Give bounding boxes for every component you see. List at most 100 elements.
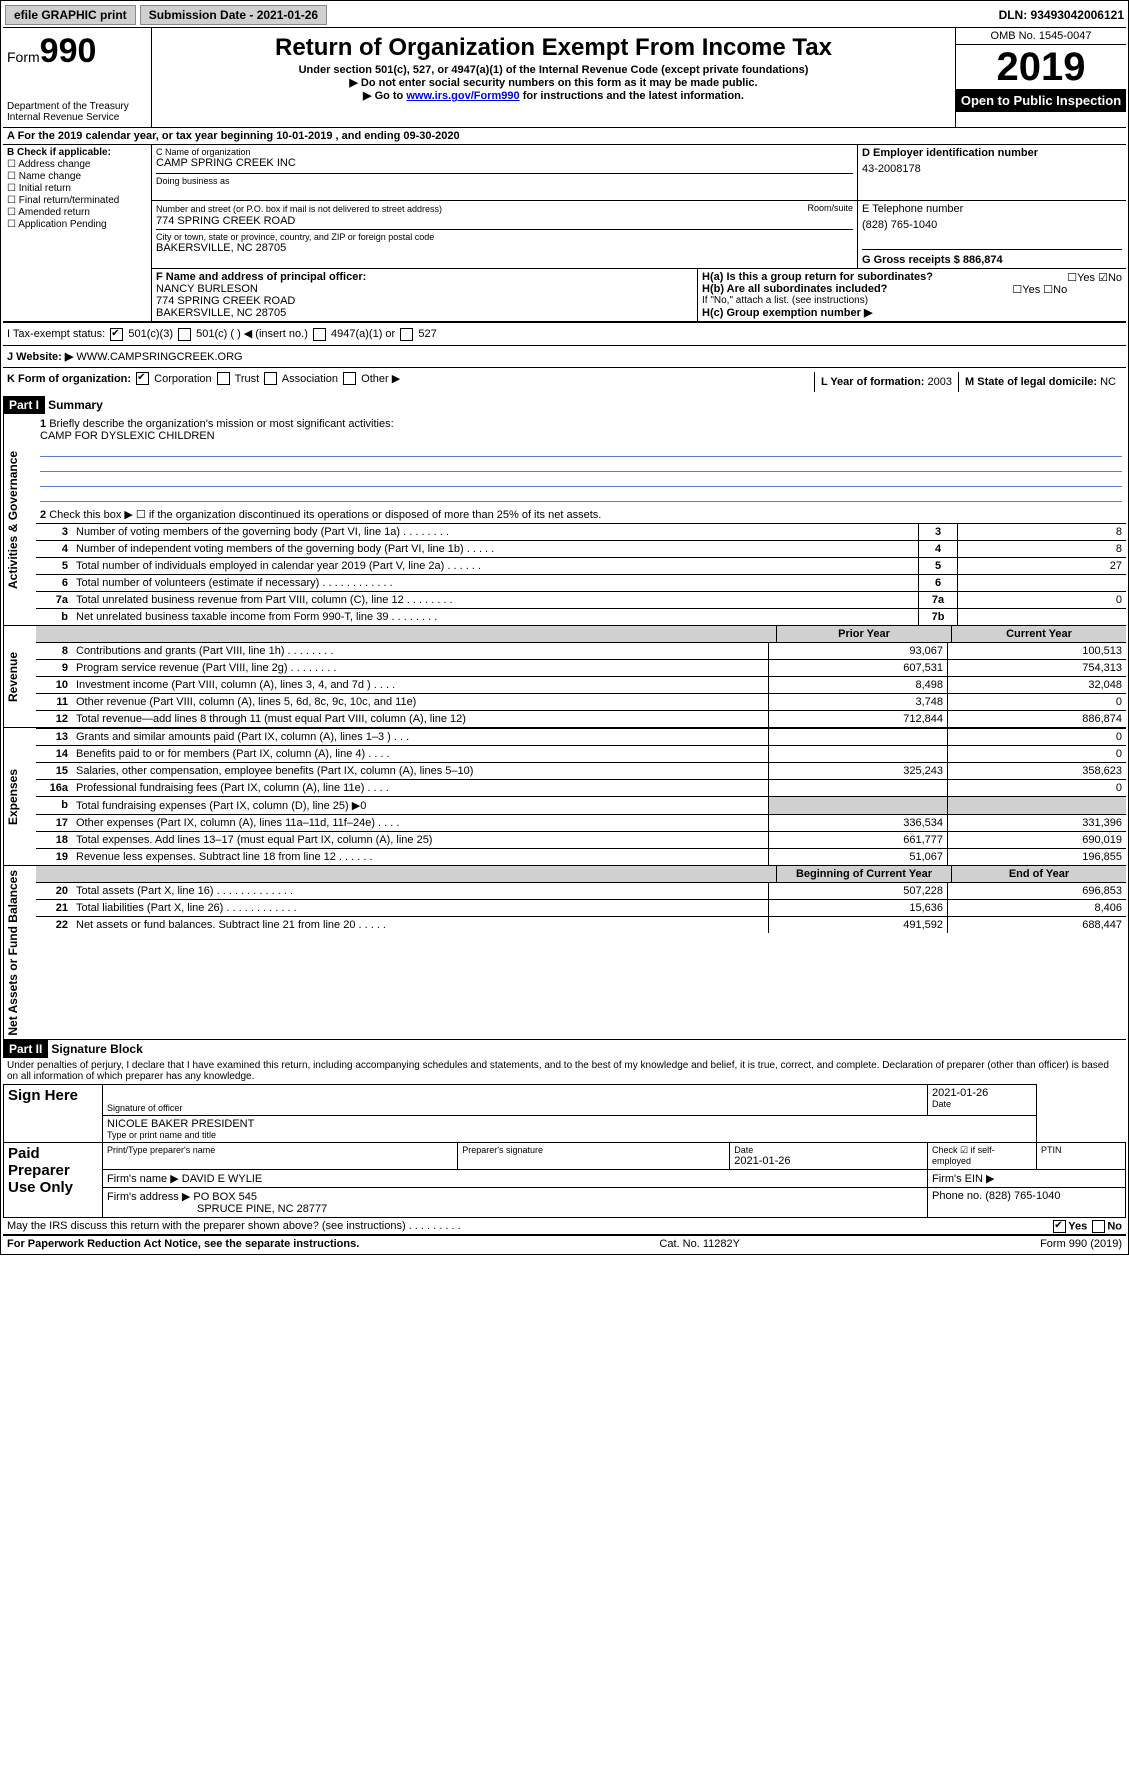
firm-phone: (828) 765-1040 — [985, 1190, 1060, 1202]
sig-officer-label: Signature of officer — [107, 1103, 923, 1113]
subtitle-1: Under section 501(c), 527, or 4947(a)(1)… — [160, 64, 947, 76]
footer-left: For Paperwork Reduction Act Notice, see … — [7, 1238, 359, 1250]
k-row: K Form of organization: Corporation Trus… — [3, 367, 1126, 396]
header-left: Form990 Department of the Treasury Inter… — [3, 28, 152, 127]
chk-501c3[interactable] — [110, 328, 123, 341]
chk-501c[interactable] — [178, 328, 191, 341]
ein: 43-2008178 — [862, 163, 1122, 175]
website-url: WWW.CAMPSRINGCREEK.ORG — [76, 351, 242, 363]
g-label: G Gross receipts $ 886,874 — [862, 254, 1003, 266]
side-expenses: Expenses — [3, 728, 36, 865]
irs-label: Internal Revenue Service — [7, 112, 147, 123]
chk-other[interactable] — [343, 372, 356, 385]
street-address: 774 SPRING CREEK ROAD — [156, 215, 853, 227]
part1-tag: Part I — [3, 396, 45, 414]
data-line: bTotal fundraising expenses (Part IX, co… — [36, 796, 1126, 814]
revenue-section: Revenue Prior Year Current Year 8Contrib… — [3, 625, 1126, 727]
discuss-no[interactable] — [1092, 1220, 1105, 1233]
column-cd: C Name of organization CAMP SPRING CREEK… — [152, 145, 1126, 321]
submission-date: Submission Date - 2021-01-26 — [140, 5, 327, 25]
part1-title: Summary — [48, 398, 103, 412]
rev-header: Prior Year Current Year — [36, 626, 1126, 642]
firm-addr-1: PO BOX 545 — [193, 1191, 257, 1203]
type-name-label: Type or print name and title — [107, 1130, 1032, 1140]
instructions-link[interactable]: www.irs.gov/Form990 — [406, 90, 519, 102]
firm-addr-label: Firm's address ▶ — [107, 1191, 190, 1203]
form-number: 990 — [40, 32, 97, 70]
data-line: 12Total revenue—add lines 8 through 11 (… — [36, 710, 1126, 727]
firm-name-label: Firm's name ▶ — [107, 1173, 179, 1185]
data-line: 17Other expenses (Part IX, column (A), l… — [36, 814, 1126, 831]
sign-here-label: Sign Here — [4, 1085, 103, 1143]
dba-label: Doing business as — [156, 176, 853, 186]
j-label: J Website: ▶ — [7, 351, 73, 363]
data-line: 10Investment income (Part VIII, column (… — [36, 676, 1126, 693]
dln: DLN: 93493042006121 — [999, 8, 1124, 22]
header-center: Return of Organization Exempt From Incom… — [152, 28, 955, 127]
part1-header: Part I Summary — [3, 396, 1126, 414]
chk-527[interactable] — [400, 328, 413, 341]
footer: For Paperwork Reduction Act Notice, see … — [3, 1236, 1126, 1252]
chk-corporation[interactable] — [136, 372, 149, 385]
entity-block: B Check if applicable: ☐ Address change … — [3, 144, 1126, 322]
data-line: 14Benefits paid to or for members (Part … — [36, 745, 1126, 762]
summary-line: 7aTotal unrelated business revenue from … — [36, 591, 1126, 608]
officer-city: BAKERSVILLE, NC 28705 — [156, 307, 693, 319]
l-box: L Year of formation: 2003 — [814, 372, 958, 392]
data-line: 15Salaries, other compensation, employee… — [36, 762, 1126, 779]
q1-num: 1 — [40, 418, 46, 430]
col-b-title: B Check if applicable: — [7, 147, 111, 158]
data-line: 16aProfessional fundraising fees (Part I… — [36, 779, 1126, 796]
phone: (828) 765-1040 — [862, 219, 1122, 231]
chk-4947[interactable] — [313, 328, 326, 341]
addr-label: Number and street (or P.O. box if mail i… — [156, 204, 442, 214]
mission-text: CAMP FOR DYSLEXIC CHILDREN — [40, 430, 1122, 442]
chk-final-return[interactable]: ☐ Final return/terminated — [7, 195, 147, 206]
data-line: 21Total liabilities (Part X, line 26) . … — [36, 899, 1126, 916]
current-year-header: Current Year — [951, 626, 1126, 642]
chk-name-change[interactable]: ☐ Name change — [7, 171, 147, 182]
firm-name: DAVID E WYLIE — [182, 1173, 262, 1185]
q2-text: Check this box ▶ ☐ if the organization d… — [49, 509, 601, 521]
part2-header: Part II Signature Block — [3, 1039, 1126, 1058]
end-year-header: End of Year — [951, 866, 1126, 882]
chk-trust[interactable] — [217, 372, 230, 385]
self-emp-label: Check ☑ if self-employed — [932, 1145, 1032, 1166]
side-revenue: Revenue — [3, 626, 36, 727]
net-header: Beginning of Current Year End of Year — [36, 866, 1126, 882]
ha-label: H(a) Is this a group return for subordin… — [702, 271, 933, 283]
officer-name: NANCY BURLESON — [156, 283, 693, 295]
tax-year: 2019 — [956, 45, 1126, 89]
data-line: 13Grants and similar amounts paid (Part … — [36, 728, 1126, 745]
chk-application-pending[interactable]: ☐ Application Pending — [7, 219, 147, 230]
summary-line: 3Number of voting members of the governi… — [36, 523, 1126, 540]
header-right: OMB No. 1545-0047 2019 Open to Public In… — [955, 28, 1126, 127]
form-header: Form990 Department of the Treasury Inter… — [3, 28, 1126, 128]
officer-addr: 774 SPRING CREEK ROAD — [156, 295, 693, 307]
website-row: J Website: ▶ WWW.CAMPSRINGCREEK.ORG — [3, 345, 1126, 367]
omb-number: OMB No. 1545-0047 — [956, 28, 1126, 45]
chk-association[interactable] — [264, 372, 277, 385]
discuss-yes[interactable] — [1053, 1220, 1066, 1233]
summary-line: bNet unrelated business taxable income f… — [36, 608, 1126, 625]
officer-name-title: NICOLE BAKER PRESIDENT — [107, 1118, 1032, 1130]
side-net: Net Assets or Fund Balances — [3, 866, 36, 1040]
chk-initial-return[interactable]: ☐ Initial return — [7, 183, 147, 194]
paid-preparer-label: Paid Preparer Use Only — [4, 1143, 103, 1218]
dept-treasury: Department of the Treasury — [7, 101, 147, 112]
part2-tag: Part II — [3, 1040, 48, 1058]
form-prefix: Form — [7, 49, 40, 65]
d-label: D Employer identification number — [862, 147, 1038, 159]
hb-note: If "No," attach a list. (see instruction… — [702, 295, 1122, 306]
room-label: Room/suite — [807, 203, 853, 213]
chk-amended[interactable]: ☐ Amended return — [7, 207, 147, 218]
prep-sig-label: Preparer's signature — [462, 1145, 725, 1155]
city-state-zip: BAKERSVILLE, NC 28705 — [156, 242, 853, 254]
data-line: 18Total expenses. Add lines 13–17 (must … — [36, 831, 1126, 848]
chk-address-change[interactable]: ☐ Address change — [7, 159, 147, 170]
efile-button[interactable]: efile GRAPHIC print — [5, 5, 136, 25]
sig-date: 2021-01-26 — [932, 1087, 1032, 1099]
firm-addr-2: SPRUCE PINE, NC 28777 — [107, 1203, 923, 1215]
data-line: 19Revenue less expenses. Subtract line 1… — [36, 848, 1126, 865]
signature-table: Sign Here Signature of officer 2021-01-2… — [3, 1084, 1126, 1218]
